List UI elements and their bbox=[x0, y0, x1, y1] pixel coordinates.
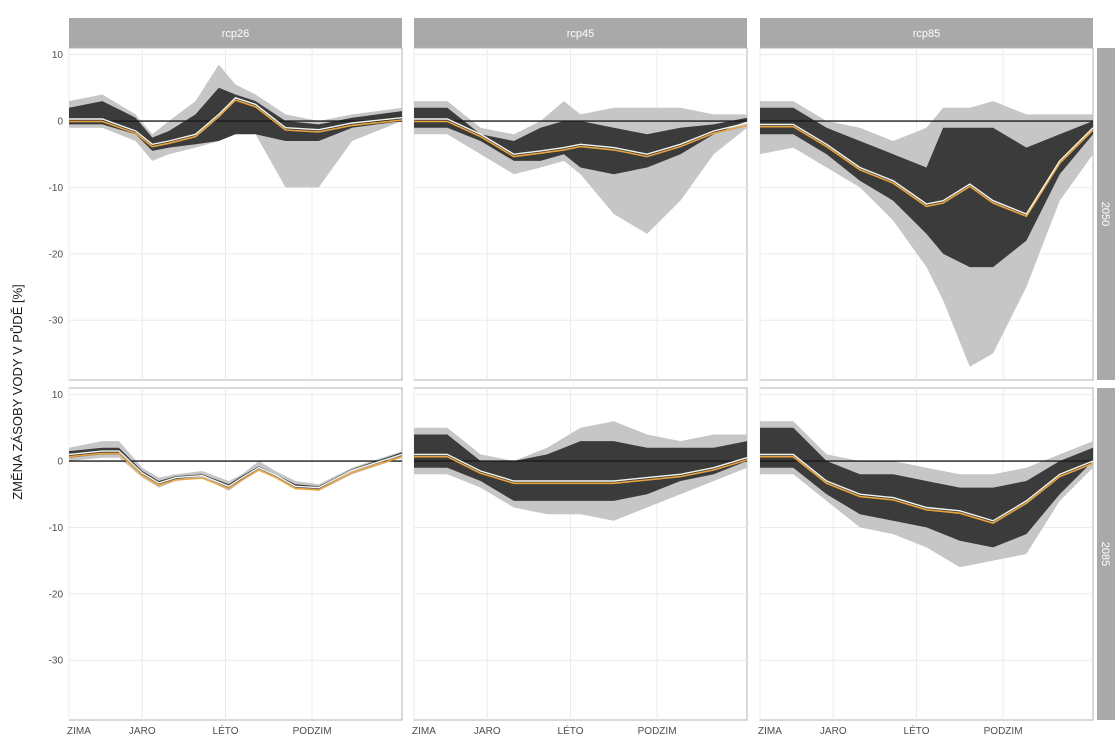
row-strip-2085: 2085 bbox=[1097, 388, 1115, 720]
y-tick-label: -30 bbox=[49, 656, 64, 667]
x-tick-label: JARO bbox=[129, 726, 156, 737]
panel-rcp26-2050: 10 0 -10 -20 -30 bbox=[49, 48, 402, 380]
row-strip-2050: 2050 bbox=[1097, 48, 1115, 380]
column-strip-label: rcp45 bbox=[567, 28, 595, 40]
column-strip-rcp45: rcp45 bbox=[414, 18, 747, 48]
y-tick-label: -10 bbox=[49, 183, 64, 194]
x-tick-label: ZIMA bbox=[67, 726, 91, 737]
x-tick-label: LÉTO bbox=[213, 724, 239, 737]
panels-layer: rcp26 rcp45 rcp85 2050 2085 10 0 -10 -20 -30 10 0 -1… bbox=[49, 18, 1115, 737]
panel-background bbox=[414, 48, 747, 380]
column-strip-rcp26: rcp26 bbox=[69, 18, 402, 48]
column-strip-rcp85: rcp85 bbox=[760, 18, 1093, 48]
y-tick-label: -20 bbox=[49, 589, 64, 600]
row-strip-label: 2050 bbox=[1099, 202, 1111, 226]
panel-background bbox=[69, 388, 402, 720]
y-tick-label: -10 bbox=[49, 523, 64, 534]
panel-rcp26-2085: 10 0 -10 -20 -30 ZIMA JARO LÉTO PODZIM bbox=[49, 388, 402, 737]
panel-rcp45-2050 bbox=[414, 48, 747, 380]
y-tick-label: -30 bbox=[49, 316, 64, 327]
x-tick-label: JARO bbox=[820, 726, 847, 737]
y-tick-label: 0 bbox=[57, 117, 63, 128]
panel-rcp45-2085: ZIMA JARO LÉTO PODZIM bbox=[412, 388, 747, 737]
y-tick-label: 0 bbox=[57, 457, 63, 468]
row-strip-label: 2085 bbox=[1099, 542, 1111, 566]
x-tick-label: ZIMA bbox=[412, 726, 436, 737]
panel-background bbox=[760, 388, 1093, 720]
column-strip-label: rcp85 bbox=[913, 28, 941, 40]
x-tick-label: PODZIM bbox=[638, 726, 677, 737]
column-strip-label: rcp26 bbox=[222, 28, 250, 40]
y-axis-title: ZMĚNA ZÁSOBY VODY V PŮDĚ [%] bbox=[10, 284, 25, 500]
y-tick-label: 10 bbox=[52, 50, 64, 61]
panel-rcp85-2085: ZIMA JARO LÉTO PODZIM bbox=[758, 388, 1093, 737]
y-tick-label: 10 bbox=[52, 390, 64, 401]
x-tick-label: JARO bbox=[474, 726, 501, 737]
x-tick-label: PODZIM bbox=[984, 726, 1023, 737]
x-tick-label: LÉTO bbox=[558, 724, 584, 737]
x-tick-label: ZIMA bbox=[758, 726, 782, 737]
x-tick-label: PODZIM bbox=[293, 726, 332, 737]
panel-rcp85-2050 bbox=[760, 48, 1093, 380]
y-tick-label: -20 bbox=[49, 249, 64, 260]
x-tick-label: LÉTO bbox=[904, 724, 930, 737]
